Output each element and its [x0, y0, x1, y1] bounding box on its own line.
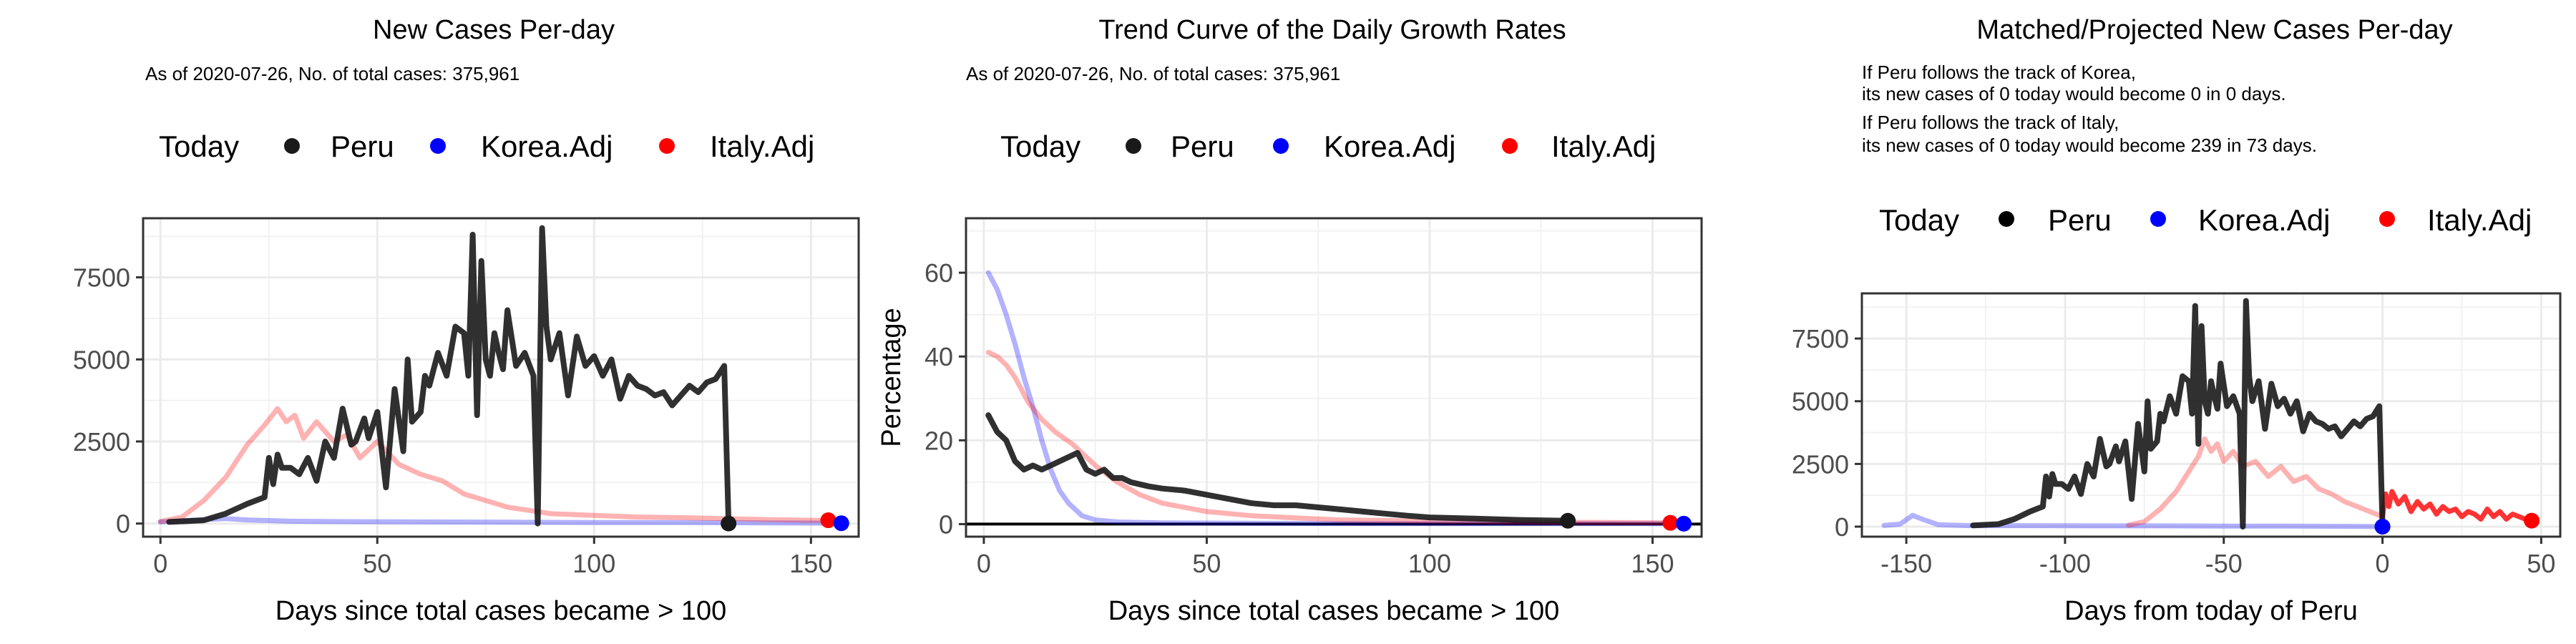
panel2-legend-peru-key — [1126, 138, 1141, 154]
panel2-y-tick-label: 0 — [939, 509, 953, 539]
panel2-legend-korea: Korea.Adj — [1324, 130, 1455, 163]
panel2-series-korea-adj — [985, 270, 1687, 527]
panel2-y-tick-label: 60 — [924, 258, 953, 288]
panel2-today-point-italy-adj — [1662, 514, 1679, 531]
panel2-legend-italy: Italy.Adj — [1551, 130, 1656, 163]
panel1-y-tick-label: 2500 — [73, 427, 130, 457]
panel1-legend-peru-key — [284, 138, 300, 154]
panel2-x-tick-label: 0 — [977, 549, 991, 578]
panel3-annotations: If Peru follows the track of Korea, its … — [1862, 62, 2317, 156]
panel2-x-axis-label: Days since total cases became > 100 — [1108, 596, 1560, 626]
panel1-legend-italy: Italy.Adj — [710, 130, 814, 163]
panel-growth-rates: Trend Curve of the Daily Growth Rates As… — [877, 15, 1703, 626]
panel1-y-tick-label: 5000 — [73, 345, 130, 374]
panel3-x-tick-label: -150 — [1880, 549, 1932, 578]
panel2-legend-italy-key — [1502, 138, 1518, 154]
panel2-y-tick-label: 40 — [924, 342, 953, 371]
panel1-x-tick-label: 150 — [789, 549, 832, 578]
panel3-y-tick-label: 0 — [1835, 512, 1849, 542]
panel1-title: New Cases Per-day — [373, 15, 615, 45]
panel1-legend-italy-key — [659, 138, 675, 154]
panel3-plot: -150 -100 -50 0 50 0 2500 5000 7500 Days from tod… — [1792, 292, 2562, 626]
panel3-annotation-line: its new cases of 0 today would become 0 … — [1862, 83, 2286, 104]
panel1-legend-korea: Korea.Adj — [481, 130, 613, 163]
panel2-legend-korea-key — [1273, 138, 1289, 154]
panel1-today-point-peru — [721, 515, 737, 532]
panel3-title: Matched/Projected New Cases Per-day — [1976, 15, 2452, 45]
panel2-today-point-korea-adj — [1676, 515, 1692, 532]
panel3-legend-italy: Italy.Adj — [2427, 203, 2532, 237]
panel2-today-point-peru — [1560, 512, 1576, 529]
panel3-plot-background — [1862, 293, 2560, 537]
panel2-panel-border — [965, 217, 1703, 538]
panel3-y-tick-label: 2500 — [1792, 449, 1849, 479]
panel3-y-tick-label: 7500 — [1792, 324, 1849, 353]
panel-new-cases: New Cases Per-day As of 2020-07-26, No. … — [73, 15, 860, 626]
panel3-annotation-line: If Peru follows the track of Italy, — [1862, 112, 2119, 133]
panel3-annotation-line: its new cases of 0 today would become 23… — [1862, 135, 2317, 156]
panel2-legend-title: Today — [1000, 130, 1080, 163]
panel3-x-tick-label: -100 — [2039, 549, 2091, 578]
panel3-legend-italy-key — [2379, 211, 2395, 227]
panel3-panel-border — [1860, 292, 2562, 538]
panel3-legend-title: Today — [1879, 203, 1959, 237]
panel2-legend: Today Peru Korea.Adj Italy.Adj — [1000, 130, 1656, 163]
panel1-y-tick-label: 0 — [116, 509, 130, 539]
panel3-x-tick-label: -50 — [2205, 549, 2243, 578]
panel1-legend-peru: Peru — [331, 130, 394, 163]
panel3-y-tick-label: 5000 — [1792, 387, 1849, 416]
panel3-today-point-korea-adj — [2374, 518, 2391, 535]
panel-projected: Matched/Projected New Cases Per-day If P… — [1792, 15, 2562, 626]
panel2-y-tick-label: 20 — [924, 426, 953, 455]
panel3-legend-peru: Peru — [2048, 203, 2112, 237]
panel2-series-italy-adj — [985, 349, 1673, 526]
panel2-plot: 0 50 100 150 0 20 40 60 Days since total cases b… — [877, 217, 1703, 626]
panel2-y-axis-label: Percentage — [877, 308, 907, 447]
panel1-subtitle: As of 2020-07-26, No. of total cases: 37… — [145, 63, 519, 84]
panel1-y-tick-label: 7500 — [73, 263, 130, 293]
panel3-x-axis-label: Days from today of Peru — [2064, 596, 2358, 626]
panel3-series-italy-adj — [2380, 489, 2534, 524]
panel1-plot-background — [143, 218, 859, 537]
panel3-legend-korea: Korea.Adj — [2198, 203, 2330, 237]
panel1-legend-title: Today — [159, 130, 239, 163]
panel3-annotation-line: If Peru follows the track of Korea, — [1862, 62, 2136, 83]
panel2-subtitle: As of 2020-07-26, No. of total cases: 37… — [966, 63, 1340, 84]
panel3-legend: Today Peru Korea.Adj Italy.Adj — [1879, 203, 2532, 237]
panel2-series-peru — [985, 412, 1571, 524]
panel2-plot-background — [966, 218, 1702, 537]
panel1-legend: Today Peru Korea.Adj Italy.Adj — [159, 130, 814, 163]
panel1-series-peru — [166, 225, 732, 527]
panel1-series-italy-adj — [157, 406, 831, 525]
panel1-x-axis-label: Days since total cases became > 100 — [275, 596, 727, 626]
panel1-legend-korea-key — [430, 138, 446, 154]
panel1-x-tick-label: 100 — [572, 549, 615, 578]
panel3-series-peru — [1970, 298, 2386, 530]
panel1-plot: 0 50 100 150 0 2500 5000 7500 Days since total c… — [73, 217, 860, 626]
panel1-panel-border — [142, 217, 860, 538]
panel3-x-tick-label: 50 — [2527, 549, 2555, 578]
panel3-today-point-italy-adj — [2524, 512, 2540, 529]
panel1-x-tick-label: 0 — [153, 549, 167, 578]
panel3-series-korea-adj — [1881, 512, 2386, 530]
panel3-legend-peru-key — [1999, 211, 2014, 227]
panel2-x-tick-label: 100 — [1408, 549, 1451, 578]
panel2-title: Trend Curve of the Daily Growth Rates — [1098, 15, 1566, 45]
panel3-x-tick-label: 0 — [2376, 549, 2390, 578]
panel1-today-point-italy-adj — [820, 512, 836, 529]
panel2-x-tick-label: 150 — [1631, 549, 1674, 578]
panel1-x-tick-label: 50 — [363, 549, 391, 578]
panel2-legend-peru: Peru — [1171, 130, 1234, 163]
panel1-today-point-korea-adj — [833, 515, 849, 532]
panel3-legend-korea-key — [2150, 211, 2166, 227]
panel2-x-tick-label: 50 — [1192, 549, 1221, 578]
